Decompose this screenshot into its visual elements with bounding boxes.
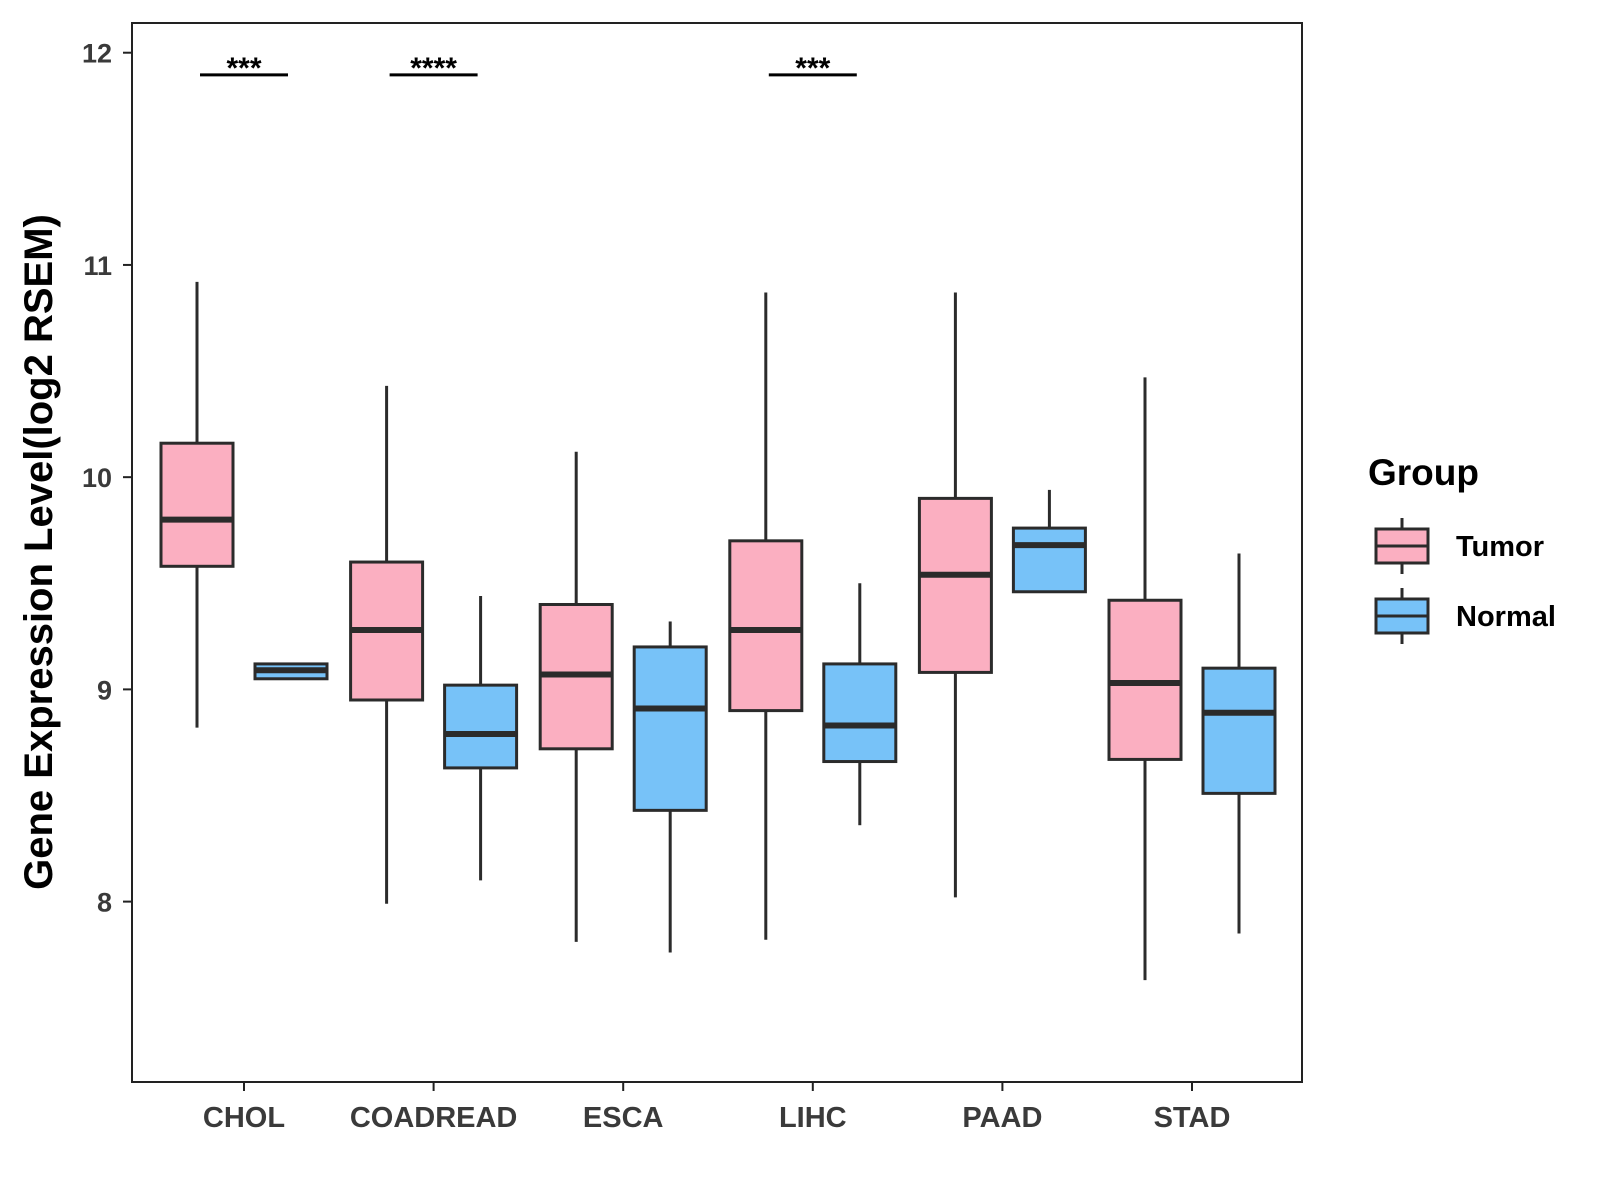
y-tick-label: 11 bbox=[83, 251, 112, 281]
box-normal-stad bbox=[1201, 553, 1277, 934]
x-tick-label: STAD bbox=[1154, 1102, 1231, 1134]
box-tumor-lihc bbox=[728, 292, 804, 940]
x-tick-label: LIHC bbox=[779, 1102, 847, 1134]
y-axis: 8 9 10 11 12 bbox=[82, 39, 132, 918]
significance-label: *** bbox=[795, 52, 830, 85]
significance-label: **** bbox=[410, 52, 457, 85]
box-normal-coadread bbox=[443, 596, 519, 881]
legend: Group Tumor Normal bbox=[1368, 452, 1556, 644]
box-body bbox=[1107, 598, 1183, 761]
y-tick-label: 8 bbox=[97, 888, 112, 918]
legend-label-tumor: Tumor bbox=[1456, 531, 1544, 563]
box-normal-esca bbox=[632, 621, 708, 953]
box-normal-paad bbox=[1011, 489, 1087, 594]
box-body bbox=[632, 645, 708, 812]
x-tick-label: ESCA bbox=[583, 1102, 664, 1134]
box-tumor-esca bbox=[538, 451, 614, 942]
box-body bbox=[822, 662, 898, 764]
y-axis-title: Gene Expression Level(log2 RSEM) bbox=[17, 214, 61, 890]
box-tumor-stad bbox=[1107, 377, 1183, 981]
legend-label-normal: Normal bbox=[1456, 601, 1556, 633]
x-axis: CHOL COADREAD ESCA LIHC PAAD STAD bbox=[203, 1082, 1230, 1134]
box-tumor-coadread bbox=[349, 385, 425, 904]
box-body bbox=[1201, 666, 1277, 795]
box-normal-lihc bbox=[822, 583, 898, 826]
y-tick-label: 10 bbox=[82, 463, 112, 493]
box-body bbox=[443, 683, 519, 770]
x-tick-label: COADREAD bbox=[350, 1102, 518, 1134]
y-tick-label: 12 bbox=[82, 39, 112, 69]
box-tumor-paad bbox=[917, 292, 993, 898]
box-body bbox=[159, 441, 235, 568]
x-tick-label: PAAD bbox=[962, 1102, 1042, 1134]
legend-title: Group bbox=[1368, 452, 1479, 493]
y-tick-label: 9 bbox=[97, 675, 112, 705]
plot-panel bbox=[131, 22, 1303, 1083]
significance-label: *** bbox=[226, 52, 261, 85]
box-tumor-chol bbox=[159, 281, 235, 728]
box-body bbox=[1011, 526, 1087, 594]
box-body bbox=[917, 496, 993, 674]
x-tick-label: CHOL bbox=[203, 1102, 285, 1134]
box-normal-chol bbox=[253, 662, 329, 681]
box-marks: *** **** *** bbox=[159, 52, 1277, 981]
box-body bbox=[728, 539, 804, 713]
